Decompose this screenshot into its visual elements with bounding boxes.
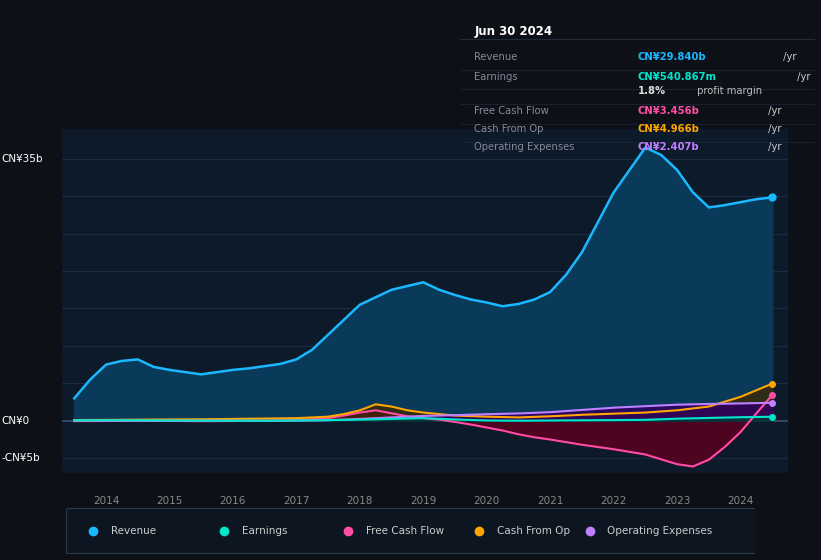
- Text: 2022: 2022: [600, 496, 627, 506]
- Text: 2024: 2024: [727, 496, 754, 506]
- Text: Revenue: Revenue: [111, 526, 156, 535]
- Text: CN¥540.867m: CN¥540.867m: [637, 72, 717, 82]
- Text: -CN¥5b: -CN¥5b: [2, 453, 40, 463]
- Text: 2017: 2017: [283, 496, 310, 506]
- Text: Operating Expenses: Operating Expenses: [607, 526, 713, 535]
- Text: CN¥2.407b: CN¥2.407b: [637, 142, 699, 152]
- Text: Revenue: Revenue: [475, 52, 517, 62]
- Text: Jun 30 2024: Jun 30 2024: [475, 26, 553, 39]
- Text: Free Cash Flow: Free Cash Flow: [475, 106, 549, 116]
- Text: 2023: 2023: [664, 496, 690, 506]
- FancyBboxPatch shape: [66, 508, 754, 553]
- Text: CN¥35b: CN¥35b: [2, 154, 44, 164]
- Text: /yr: /yr: [794, 72, 810, 82]
- Text: Earnings: Earnings: [241, 526, 287, 535]
- Text: CN¥4.966b: CN¥4.966b: [637, 124, 699, 134]
- Text: 2014: 2014: [93, 496, 119, 506]
- Text: CN¥0: CN¥0: [2, 416, 30, 426]
- Text: /yr: /yr: [779, 52, 796, 62]
- Text: 2018: 2018: [346, 496, 373, 506]
- Text: /yr: /yr: [765, 142, 782, 152]
- Text: Operating Expenses: Operating Expenses: [475, 142, 575, 152]
- Text: CN¥3.456b: CN¥3.456b: [637, 106, 699, 116]
- Text: Cash From Op: Cash From Op: [497, 526, 570, 535]
- Text: Free Cash Flow: Free Cash Flow: [365, 526, 444, 535]
- Text: /yr: /yr: [765, 124, 782, 134]
- Text: 1.8%: 1.8%: [637, 86, 666, 96]
- Text: /yr: /yr: [765, 106, 782, 116]
- Text: Cash From Op: Cash From Op: [475, 124, 544, 134]
- Text: Earnings: Earnings: [475, 72, 518, 82]
- Text: 2015: 2015: [156, 496, 182, 506]
- Text: 2016: 2016: [220, 496, 246, 506]
- Text: profit margin: profit margin: [695, 86, 763, 96]
- Text: 2021: 2021: [537, 496, 563, 506]
- Text: 2019: 2019: [410, 496, 437, 506]
- Text: 2020: 2020: [474, 496, 500, 506]
- Text: CN¥29.840b: CN¥29.840b: [637, 52, 706, 62]
